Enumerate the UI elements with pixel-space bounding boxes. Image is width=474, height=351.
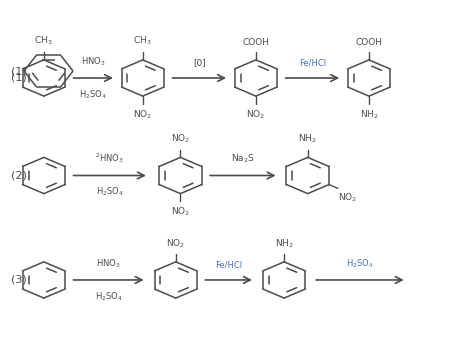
Text: NO$_2$: NO$_2$ — [133, 109, 153, 121]
Text: NH$_2$: NH$_2$ — [360, 109, 378, 121]
Text: [0]: [0] — [193, 59, 206, 67]
Text: Fe/HCl: Fe/HCl — [299, 59, 326, 67]
Text: NH$_2$: NH$_2$ — [275, 237, 293, 250]
Text: NO$_2$: NO$_2$ — [337, 191, 357, 204]
Text: HNO$_3$: HNO$_3$ — [96, 257, 121, 270]
Text: H$_2$SO$_4$: H$_2$SO$_4$ — [95, 290, 122, 303]
Text: H$_2$SO$_4$: H$_2$SO$_4$ — [79, 88, 107, 101]
Text: (1): (1) — [11, 66, 27, 76]
Text: COOH: COOH — [242, 38, 269, 47]
Text: CH$_3$: CH$_3$ — [35, 34, 53, 47]
Text: (3): (3) — [11, 275, 27, 285]
Text: NO$_2$: NO$_2$ — [171, 206, 190, 218]
Text: Na$_2$S: Na$_2$S — [231, 153, 255, 165]
Text: HNO$_3$: HNO$_3$ — [81, 55, 106, 67]
Text: H$_2$SO$_4$: H$_2$SO$_4$ — [96, 186, 124, 198]
Text: NH$_2$: NH$_2$ — [298, 133, 317, 145]
Text: H$_2$SO$_4$: H$_2$SO$_4$ — [346, 257, 374, 270]
Text: NO$_2$: NO$_2$ — [246, 109, 265, 121]
Text: CH$_3$: CH$_3$ — [134, 34, 152, 47]
Text: Fe/HCl: Fe/HCl — [215, 260, 242, 270]
Text: (1): (1) — [11, 73, 27, 83]
Text: (2): (2) — [11, 171, 27, 180]
Text: $^2$HNO$_3$: $^2$HNO$_3$ — [95, 151, 124, 165]
Text: COOH: COOH — [356, 38, 383, 47]
Text: NO$_2$: NO$_2$ — [166, 237, 185, 250]
Text: NO$_2$: NO$_2$ — [171, 133, 190, 145]
